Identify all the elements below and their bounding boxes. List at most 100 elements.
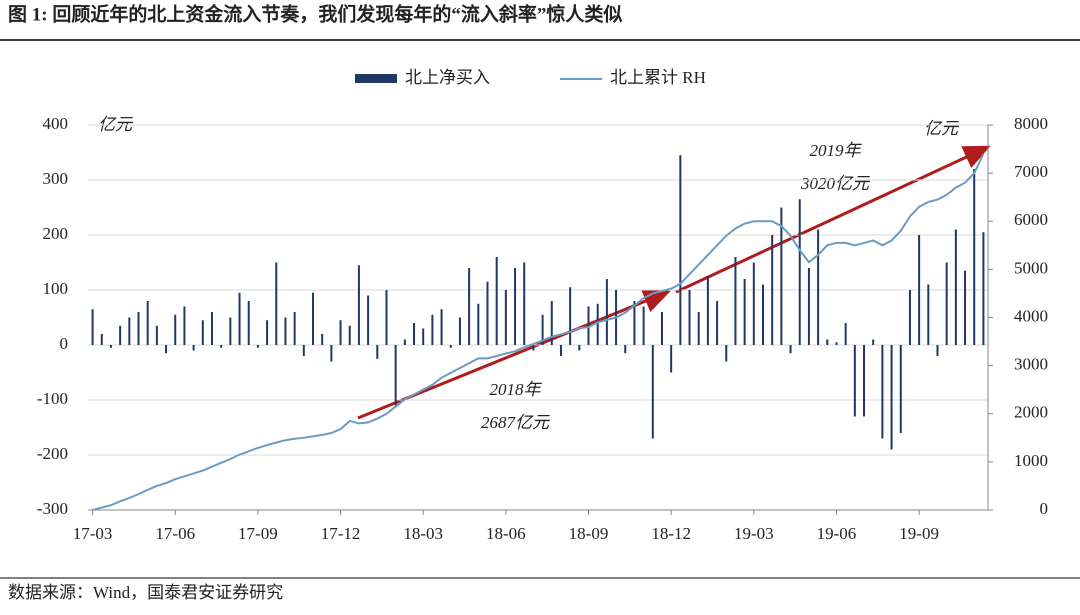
bar — [964, 270, 967, 345]
legend-swatch — [355, 74, 397, 83]
y-tick-label: 0 — [60, 334, 69, 353]
y2-tick-label: 2000 — [1014, 403, 1048, 422]
bar — [192, 345, 195, 351]
bar — [468, 268, 471, 345]
y2-tick-label: 7000 — [1014, 162, 1048, 181]
bar — [835, 342, 838, 345]
chart-title: 图 1: 回顾近年的北上资金流入节奏，我们发现每年的“流入斜率”惊人类似 — [8, 2, 622, 25]
bar — [899, 345, 902, 433]
bar — [697, 312, 700, 345]
bar — [954, 229, 957, 345]
bar — [394, 345, 397, 406]
y2-tick-label: 3000 — [1014, 355, 1048, 374]
bar — [477, 303, 480, 345]
bar — [201, 320, 204, 345]
bar — [339, 320, 342, 345]
bar — [789, 345, 792, 354]
bar — [100, 334, 103, 345]
x-tick-label: 18-03 — [403, 524, 443, 543]
arrow — [675, 145, 991, 294]
bar — [431, 314, 434, 345]
y2-tick-label: 8000 — [1014, 114, 1048, 133]
bar — [973, 169, 976, 345]
bar — [321, 334, 324, 345]
bar — [936, 345, 939, 356]
bar — [908, 290, 911, 345]
y-tick-label: -200 — [37, 444, 68, 463]
unit-label: 亿元 — [98, 115, 134, 134]
legend-label: 北上净买入 — [405, 68, 490, 87]
bar — [596, 303, 599, 345]
bar — [284, 317, 287, 345]
bar — [146, 301, 149, 345]
bar — [569, 287, 572, 345]
bar — [376, 345, 379, 359]
y-tick-label: -100 — [37, 389, 68, 408]
x-tick-label: 19-06 — [817, 524, 857, 543]
y-tick-label: 400 — [43, 114, 69, 133]
bar — [385, 290, 388, 345]
bar — [679, 155, 682, 345]
bar — [881, 345, 884, 439]
bar — [183, 306, 186, 345]
bar — [716, 301, 719, 345]
bar — [486, 281, 489, 345]
y2-tick-label: 5000 — [1014, 258, 1048, 277]
bar — [440, 309, 443, 345]
bar — [275, 262, 278, 345]
bar — [266, 320, 269, 345]
bar — [982, 232, 985, 345]
bar — [918, 235, 921, 345]
bar — [817, 229, 820, 345]
bar — [137, 312, 140, 345]
bar — [762, 284, 764, 345]
bar — [514, 268, 517, 345]
y-tick-label: 100 — [43, 279, 69, 298]
bar — [863, 345, 866, 417]
bar — [752, 262, 755, 345]
y2-tick-label: 1000 — [1014, 451, 1048, 470]
bar — [422, 328, 425, 345]
x-tick-label: 17-12 — [321, 524, 361, 543]
bar — [348, 325, 351, 345]
bar — [670, 345, 673, 373]
bar — [706, 276, 709, 345]
source: 数据来源：Wind，国泰君安证券研究 — [8, 583, 283, 602]
bar — [605, 279, 608, 345]
y2-tick-label: 6000 — [1014, 210, 1048, 229]
bar — [945, 262, 948, 345]
bar — [826, 339, 829, 345]
bar — [633, 301, 636, 345]
bar — [504, 290, 507, 345]
bar — [357, 265, 360, 345]
x-tick-label: 19-09 — [899, 524, 939, 543]
bar — [559, 345, 562, 356]
bar — [403, 339, 406, 345]
bar — [734, 257, 737, 345]
x-tick-label: 17-09 — [238, 524, 278, 543]
bar — [798, 199, 801, 345]
bar — [771, 235, 774, 345]
x-tick-label: 18-06 — [486, 524, 526, 543]
bar — [220, 345, 223, 348]
bar — [458, 317, 461, 345]
line — [92, 153, 985, 511]
x-tick-label: 18-12 — [651, 524, 691, 543]
bar — [872, 339, 875, 345]
bar — [725, 345, 728, 362]
bar — [229, 317, 232, 345]
bar — [642, 306, 645, 345]
x-tick-label: 19-03 — [734, 524, 774, 543]
legend-label: 北上累计 RH — [610, 68, 706, 87]
bar — [109, 345, 112, 348]
bar — [119, 325, 122, 345]
bar — [293, 312, 296, 345]
bar — [578, 345, 581, 351]
bar — [256, 345, 259, 348]
bar — [312, 292, 314, 345]
bar — [651, 345, 654, 439]
bar — [247, 301, 250, 345]
bar — [660, 312, 663, 345]
bar — [780, 207, 783, 345]
